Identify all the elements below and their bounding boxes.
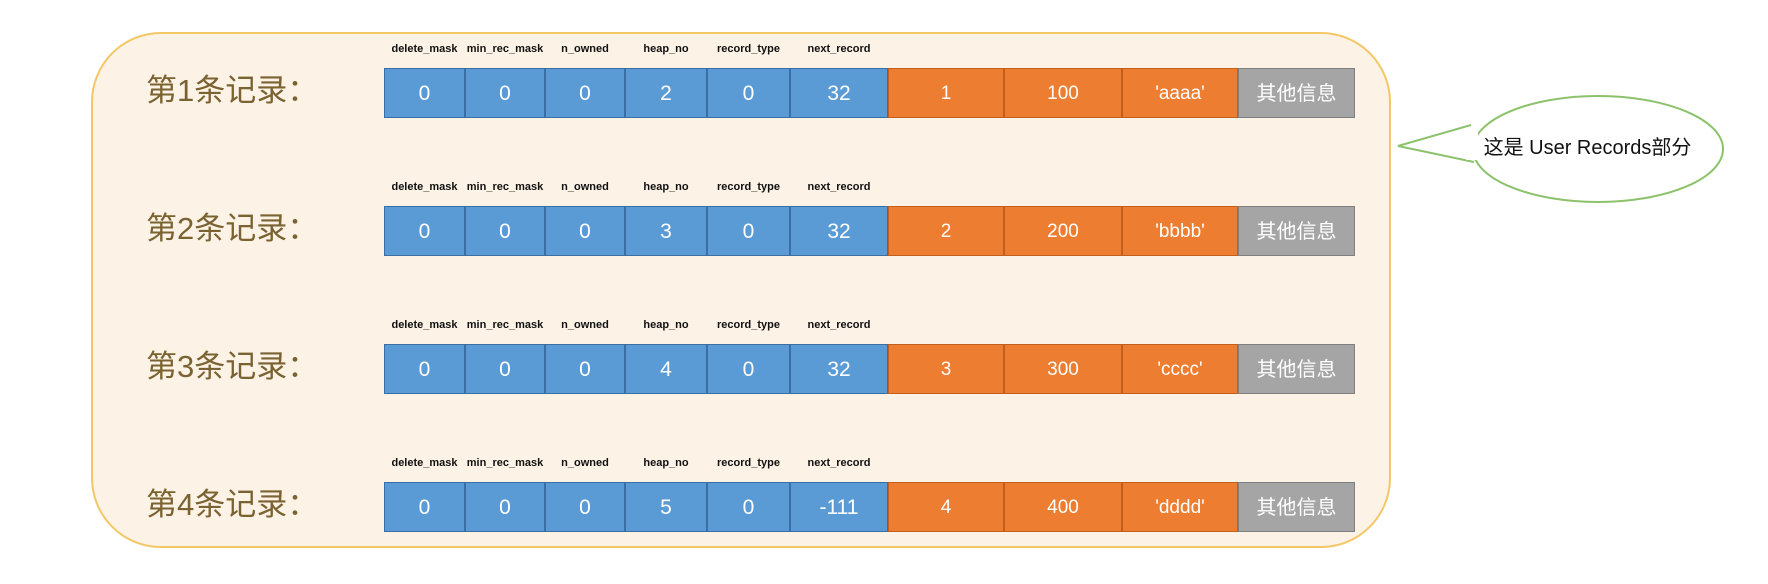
record-row: 第2条记录： delete_mask min_rec_mask n_owned heap… [0, 178, 1768, 288]
header-min-rec-mask: min_rec_mask [466, 457, 544, 469]
record-row: 第1条记录： delete_mask min_rec_mask n_owned heap… [0, 40, 1768, 150]
next-record-cell: -111 [790, 482, 888, 532]
header-n-owned: n_owned [561, 43, 609, 55]
record-type-cell: 0 [707, 344, 790, 394]
column3-value-cell: 'cccc' [1122, 344, 1238, 394]
column1-value-cell: 1 [888, 68, 1004, 118]
record-label: 第1条记录： [146, 73, 319, 108]
heap-no-cell: 3 [625, 206, 707, 256]
header-delete-mask: delete_mask [391, 319, 458, 331]
header-next-record: next_record [807, 181, 871, 193]
column3-value-cell: 'dddd' [1122, 482, 1238, 532]
header-min-rec-mask: min_rec_mask [466, 181, 544, 193]
header-heap-no: heap_no [643, 319, 689, 331]
column3-value-cell: 'bbbb' [1122, 206, 1238, 256]
header-heap-no: heap_no [643, 43, 689, 55]
column2-value-cell: 400 [1004, 482, 1122, 532]
header-record-type: record_type [717, 457, 780, 469]
heap-no-cell: 5 [625, 482, 707, 532]
callout-text: 这是 User Records部分 [1483, 137, 1692, 159]
header-heap-no: heap_no [643, 457, 689, 469]
header-min-rec-mask: min_rec_mask [466, 319, 544, 331]
min-rec-mask-cell: 0 [465, 482, 545, 532]
min-rec-mask-cell: 0 [465, 206, 545, 256]
other-info-cell: 其他信息 [1238, 68, 1355, 118]
record-label: 第2条记录： [146, 211, 319, 246]
other-info-cell: 其他信息 [1238, 206, 1355, 256]
n-owned-cell: 0 [545, 344, 625, 394]
min-rec-mask-cell: 0 [465, 344, 545, 394]
header-n-owned: n_owned [561, 181, 609, 193]
header-record-type: record_type [717, 319, 780, 331]
next-record-cell: 32 [790, 68, 888, 118]
column1-value-cell: 3 [888, 344, 1004, 394]
next-record-cell: 32 [790, 344, 888, 394]
header-next-record: next_record [807, 43, 871, 55]
column2-value-cell: 100 [1004, 68, 1122, 118]
next-record-cell: 32 [790, 206, 888, 256]
heap-no-cell: 4 [625, 344, 707, 394]
min-rec-mask-cell: 0 [465, 68, 545, 118]
n-owned-cell: 0 [545, 482, 625, 532]
column1-value-cell: 4 [888, 482, 1004, 532]
header-delete-mask: delete_mask [391, 181, 458, 193]
n-owned-cell: 0 [545, 206, 625, 256]
user-records-container [91, 32, 1391, 548]
header-heap-no: heap_no [643, 181, 689, 193]
record-type-cell: 0 [707, 68, 790, 118]
record-row: 第4条记录： delete_mask min_rec_mask n_owned heap… [0, 454, 1768, 564]
header-record-type: record_type [717, 43, 780, 55]
heap-no-cell: 2 [625, 68, 707, 118]
header-next-record: next_record [807, 457, 871, 469]
delete-mask-cell: 0 [384, 206, 465, 256]
record-type-cell: 0 [707, 482, 790, 532]
record-label: 第3条记录： [146, 349, 319, 384]
column2-value-cell: 300 [1004, 344, 1122, 394]
other-info-cell: 其他信息 [1238, 344, 1355, 394]
record-label: 第4条记录： [146, 487, 319, 522]
header-delete-mask: delete_mask [391, 457, 458, 469]
header-n-owned: n_owned [561, 319, 609, 331]
column2-value-cell: 200 [1004, 206, 1122, 256]
header-min-rec-mask: min_rec_mask [466, 43, 544, 55]
header-record-type: record_type [717, 181, 780, 193]
n-owned-cell: 0 [545, 68, 625, 118]
other-info-cell: 其他信息 [1238, 482, 1355, 532]
header-delete-mask: delete_mask [391, 43, 458, 55]
record-type-cell: 0 [707, 206, 790, 256]
callout-bubble [1397, 95, 1724, 203]
header-n-owned: n_owned [561, 457, 609, 469]
delete-mask-cell: 0 [384, 344, 465, 394]
record-row: 第3条记录： delete_mask min_rec_mask n_owned heap… [0, 316, 1768, 426]
column1-value-cell: 2 [888, 206, 1004, 256]
column3-value-cell: 'aaaa' [1122, 68, 1238, 118]
header-next-record: next_record [807, 319, 871, 331]
delete-mask-cell: 0 [384, 68, 465, 118]
delete-mask-cell: 0 [384, 482, 465, 532]
